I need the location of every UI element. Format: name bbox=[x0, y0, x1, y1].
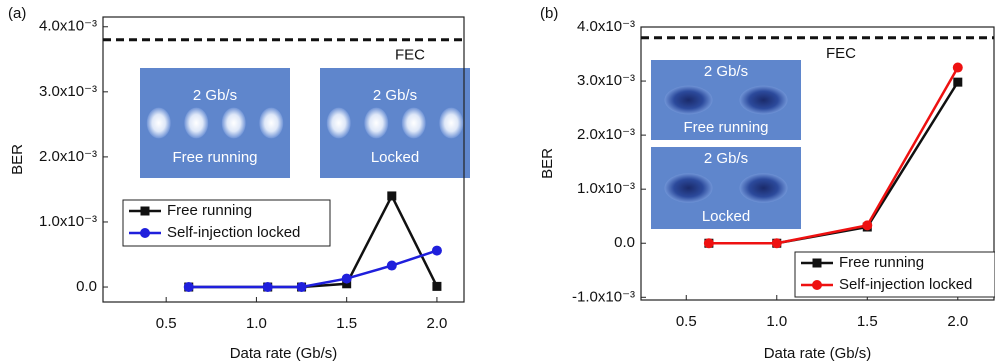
y-tick-label: 3.0x10⁻³ bbox=[39, 83, 97, 100]
x-tick-label: 2.0 bbox=[947, 313, 968, 330]
y-tick-label: 0.0 bbox=[76, 278, 97, 295]
eye-opening bbox=[665, 173, 713, 203]
y-tick-label: 2.0x10⁻³ bbox=[39, 148, 97, 165]
y-axis-label: BER bbox=[9, 144, 26, 175]
x-axis-label: Data rate (Gb/s) bbox=[764, 345, 872, 362]
x-tick-label: 1.0 bbox=[766, 313, 787, 330]
legend-marker bbox=[813, 259, 822, 268]
legend-label: Free running bbox=[167, 202, 252, 219]
y-tick-label: 3.0x10⁻³ bbox=[577, 72, 635, 89]
inset-label: Free running bbox=[172, 149, 257, 166]
marker bbox=[263, 282, 273, 292]
inset-label: 2 Gb/s bbox=[373, 87, 417, 104]
inset-label: Free running bbox=[683, 119, 768, 136]
y-axis-label: BER bbox=[539, 148, 556, 179]
inset-label: 2 Gb/s bbox=[193, 87, 237, 104]
eye-opening bbox=[402, 108, 426, 139]
marker bbox=[953, 78, 962, 87]
figure: (a) 2 Gb/s Free running 2 Gb/s Locked 0.5 1.0 1… bbox=[0, 0, 995, 364]
marker bbox=[772, 238, 782, 248]
series-line bbox=[189, 251, 437, 287]
marker bbox=[432, 282, 441, 291]
legend-label: Free running bbox=[839, 254, 924, 271]
y-tick-label: 0.0 bbox=[614, 234, 635, 251]
panel-label: (b) bbox=[540, 5, 558, 22]
eye-opening bbox=[364, 108, 388, 139]
legend-marker bbox=[140, 228, 150, 238]
marker bbox=[184, 282, 194, 292]
eye-opening bbox=[259, 108, 283, 139]
fec-label: FEC bbox=[826, 45, 856, 62]
y-tick-label: 1.0x10⁻³ bbox=[39, 213, 97, 230]
legend-marker bbox=[812, 280, 822, 290]
marker bbox=[432, 246, 442, 256]
marker bbox=[342, 274, 352, 284]
y-tick-label: 4.0x10⁻³ bbox=[577, 18, 635, 35]
legend-label: Self-injection locked bbox=[167, 224, 300, 241]
eye-opening bbox=[740, 86, 788, 115]
x-tick-label: 2.0 bbox=[426, 315, 447, 332]
y-tick-label: 2.0x10⁻³ bbox=[577, 126, 635, 143]
inset-label: 2 Gb/s bbox=[704, 63, 748, 80]
x-tick-label: 0.5 bbox=[676, 313, 697, 330]
marker bbox=[953, 63, 963, 73]
y-tick-label: 1.0x10⁻³ bbox=[577, 180, 635, 197]
marker bbox=[387, 261, 397, 271]
inset-label: 2 Gb/s bbox=[704, 150, 748, 167]
marker bbox=[862, 220, 872, 230]
marker bbox=[387, 191, 396, 200]
inset-label: Locked bbox=[702, 208, 750, 225]
x-axis-label: Data rate (Gb/s) bbox=[230, 345, 338, 362]
panel-label: (a) bbox=[8, 5, 26, 22]
eye-opening bbox=[222, 108, 246, 139]
legend-label: Self-injection locked bbox=[839, 276, 972, 293]
eye-opening bbox=[327, 108, 351, 139]
eye-opening bbox=[184, 108, 208, 139]
marker bbox=[297, 282, 307, 292]
y-tick-label: -1.0x10⁻³ bbox=[572, 288, 635, 305]
fec-label: FEC bbox=[395, 47, 425, 64]
eye-opening bbox=[740, 173, 788, 203]
x-tick-label: 1.0 bbox=[246, 315, 267, 332]
legend-marker bbox=[141, 207, 150, 216]
x-tick-label: 1.5 bbox=[336, 315, 357, 332]
eye-opening bbox=[439, 108, 463, 139]
inset-label: Locked bbox=[371, 149, 419, 166]
x-tick-label: 1.5 bbox=[857, 313, 878, 330]
marker bbox=[704, 238, 714, 248]
eye-opening bbox=[147, 108, 171, 139]
x-tick-label: 0.5 bbox=[156, 315, 177, 332]
y-tick-label: 4.0x10⁻³ bbox=[39, 18, 97, 35]
eye-opening bbox=[665, 86, 713, 115]
